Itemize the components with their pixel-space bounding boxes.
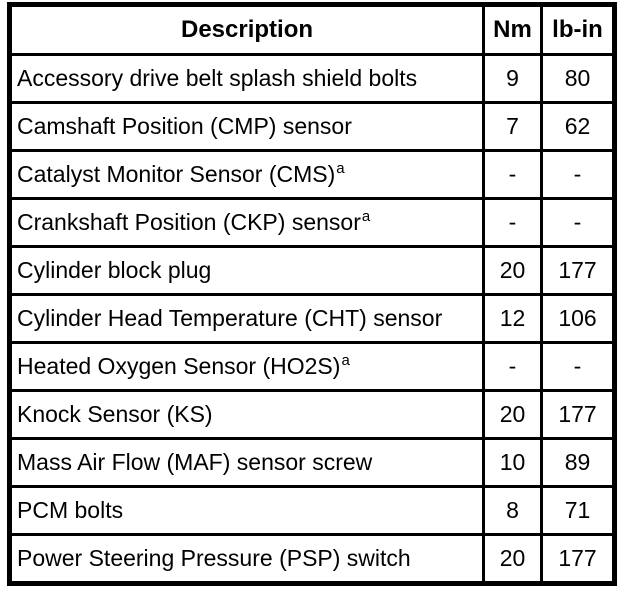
description-cell: Accessory drive belt splash shield bolts <box>8 53 485 104</box>
lb-in-value-cell: 106 <box>540 293 616 344</box>
footnote-marker: a <box>341 352 350 370</box>
lb-in-value-cell: 177 <box>540 389 616 440</box>
description-cell: Heated Oxygen Sensor (HO2S)a <box>8 341 485 392</box>
table-row: Catalyst Monitor Sensor (CMS)a - - <box>8 149 616 200</box>
nm-value-cell: 12 <box>482 293 543 344</box>
nm-value-cell: 7 <box>482 101 543 152</box>
description-cell: Cylinder block plug <box>8 245 485 296</box>
lb-in-value-cell: 177 <box>540 245 616 296</box>
description-cell: Mass Air Flow (MAF) sensor screw <box>8 437 485 488</box>
nm-value-cell: 10 <box>482 437 543 488</box>
nm-value-cell: 20 <box>482 245 543 296</box>
nm-value-cell: 8 <box>482 485 543 536</box>
nm-value-cell: 20 <box>482 533 543 585</box>
nm-value-cell: 9 <box>482 53 543 104</box>
lb-in-value-cell: 177 <box>540 533 616 585</box>
table-row: Crankshaft Position (CKP) sensora - - <box>8 197 616 248</box>
lb-in-value-cell: - <box>540 341 616 392</box>
table-row: Power Steering Pressure (PSP) switch 20 17… <box>8 533 616 585</box>
nm-value-cell: 20 <box>482 389 543 440</box>
table-row: Accessory drive belt splash shield bolts… <box>8 53 616 104</box>
column-header-nm: Nm <box>482 3 543 56</box>
lb-in-value-cell: 62 <box>540 101 616 152</box>
lb-in-value-cell: 89 <box>540 437 616 488</box>
table-row: Cylinder Head Temperature (CHT) sensor 12… <box>8 293 616 344</box>
footnote-marker: a <box>361 208 371 226</box>
torque-spec-table: Description Nm lb-in Accessory drive bel… <box>7 2 617 586</box>
table-row: Camshaft Position (CMP) sensor 7 62 <box>8 101 616 152</box>
table-row: Cylinder block plug 20 177 <box>8 245 616 296</box>
header-row: Description Nm lb-in <box>8 3 616 56</box>
table-row: Mass Air Flow (MAF) sensor screw 10 89 <box>8 437 616 488</box>
table-row: Heated Oxygen Sensor (HO2S)a - - <box>8 341 616 392</box>
description-cell: Camshaft Position (CMP) sensor <box>8 101 485 152</box>
nm-value-cell: - <box>482 149 543 200</box>
column-header-lb-in: lb-in <box>540 3 616 56</box>
lb-in-value-cell: 71 <box>540 485 616 536</box>
lb-in-value-cell: 80 <box>540 53 616 104</box>
description-cell: Knock Sensor (KS) <box>8 389 485 440</box>
nm-value-cell: - <box>482 341 543 392</box>
table-row: Knock Sensor (KS) 20 177 <box>8 389 616 440</box>
lb-in-value-cell: - <box>540 197 616 248</box>
description-cell: Cylinder Head Temperature (CHT) sensor <box>8 293 485 344</box>
description-cell: Power Steering Pressure (PSP) switch <box>8 533 485 585</box>
footnote-marker: a <box>336 160 345 178</box>
table-row: PCM bolts 8 71 <box>8 485 616 536</box>
spec-table-body: Accessory drive belt splash shield bolts… <box>8 53 616 585</box>
description-cell: Catalyst Monitor Sensor (CMS)a <box>8 149 485 200</box>
description-cell: PCM bolts <box>8 485 485 536</box>
nm-value-cell: - <box>482 197 543 248</box>
description-cell: Crankshaft Position (CKP) sensora <box>8 197 485 248</box>
lb-in-value-cell: - <box>540 149 616 200</box>
table-header: Description Nm lb-in <box>8 3 616 56</box>
column-header-description: Description <box>8 3 485 56</box>
